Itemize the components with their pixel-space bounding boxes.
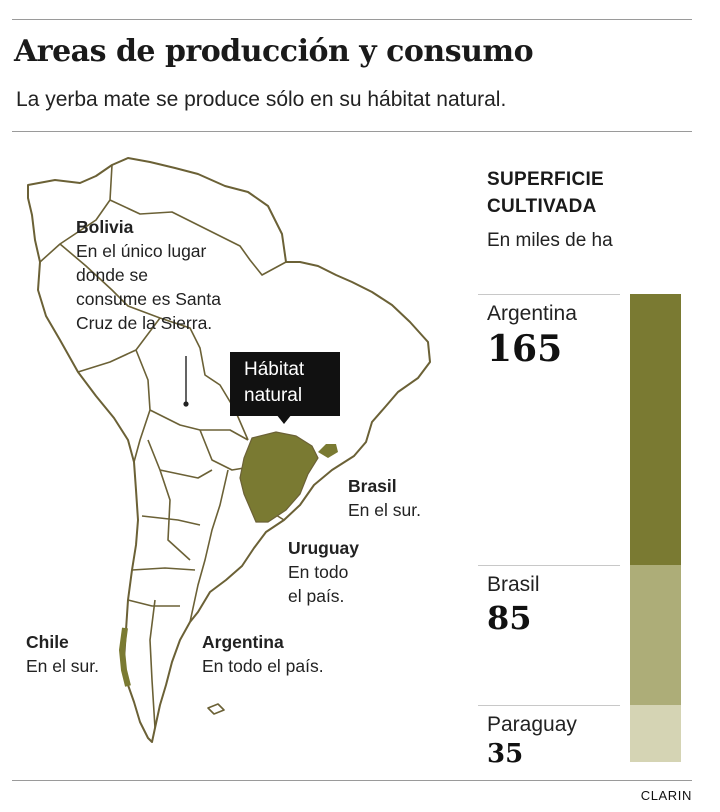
divider-brasil [478,564,620,566]
bolivia-marker [183,401,189,407]
header-rule [12,131,692,132]
uruguay-note-2: el país. [288,586,345,606]
uruguay-name: Uruguay [288,538,359,558]
bolivia-note-2: donde se [76,265,149,285]
label-paraguay: Paraguay [487,712,577,736]
uruguay-note-1: En todo [288,562,349,582]
brasil-name: Brasil [348,476,397,496]
bolivia-note-3: consume es Santa [76,289,221,309]
label-argentina: Argentina [487,302,577,325]
value-paraguay: 35 [487,738,524,769]
value-brasil: 85 [487,598,532,637]
chile-note-1: En el sur. [26,656,99,676]
habitat-region-east [318,444,338,458]
argentina-note-1: En todo el país. [202,656,324,676]
bolivia-annotation: Bolivia En el único lugar donde se consu… [76,215,221,335]
bar-brasil [630,564,681,705]
falkland-islands [207,703,225,715]
legend-heading-line2: CULTIVADA [487,196,597,217]
habitat-label-pointer [276,414,292,424]
divider-paraguay [478,704,620,706]
source-credit: CLARIN [640,788,692,803]
chile-annotation: Chile En el sur. [26,630,99,678]
bottom-rule [12,780,692,781]
page-subtitle: La yerba mate se produce sólo en su hábi… [16,88,507,111]
bolivia-note-4: Cruz de la Sierra. [76,313,213,333]
divider-argentina [478,294,620,295]
brasil-annotation: Brasil En el sur. [348,474,421,522]
habitat-region [239,431,319,523]
continent-outline [27,157,431,743]
bar-argentina [630,294,681,565]
top-rule [12,19,692,20]
chile-name: Chile [26,632,69,652]
bolivia-note-1: En el único lugar [76,241,207,261]
south-america-map [27,157,431,743]
page-title: Areas de producción y consumo [14,34,534,69]
habitat-label: Hábitat natural [230,352,340,416]
chile-islands [119,627,131,687]
legend-unit: En miles de ha [487,230,613,251]
legend-heading-line1: SUPERFICIE [487,169,605,190]
habitat-label-line2: natural [244,385,303,406]
brasil-note-1: En el sur. [348,500,421,520]
value-argentina: 165 [487,328,563,370]
habitat-label-line1: Hábitat [244,359,305,380]
argentina-name: Argentina [202,632,284,652]
label-brasil: Brasil [487,572,540,596]
bolivia-name: Bolivia [76,217,134,237]
bar-paraguay [630,704,681,762]
uruguay-annotation: Uruguay En todo el país. [288,536,359,608]
legend-heading: SUPERFICIE CULTIVADA [487,166,604,220]
argentina-annotation: Argentina En todo el país. [202,630,324,678]
